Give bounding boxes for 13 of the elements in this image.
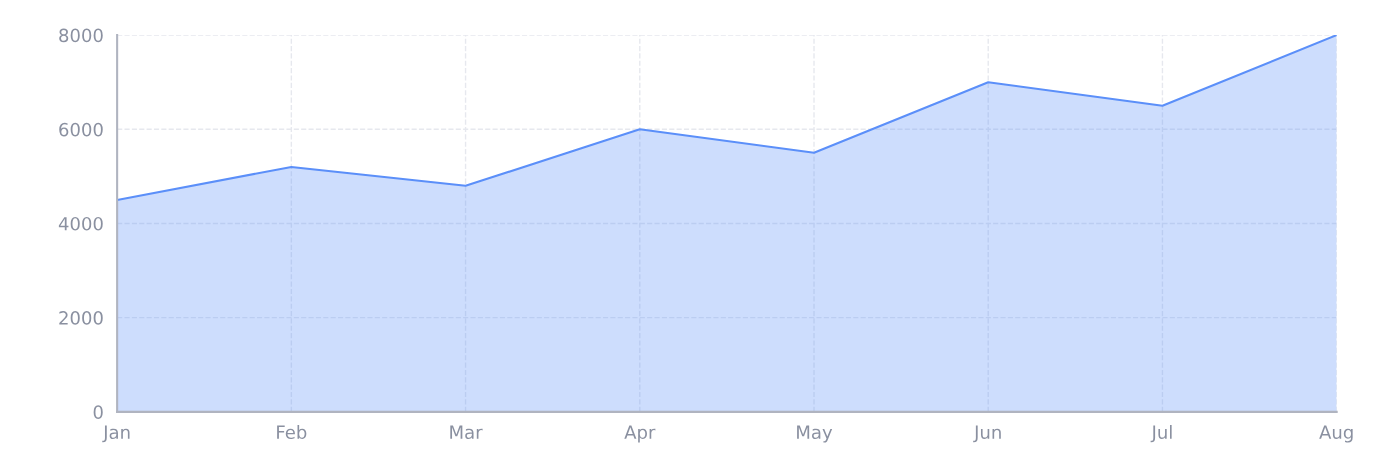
y-tick-label: 8000 — [59, 28, 103, 43]
x-tick-label: Jan — [102, 425, 130, 443]
x-tick-label: Jul — [1150, 425, 1172, 443]
x-tick-label: Feb — [277, 425, 307, 440]
y-tick-label: 2000 — [59, 311, 103, 325]
x-tick-label: Aug — [1319, 425, 1353, 443]
x-tick-label: Mar — [450, 425, 483, 440]
y-tick-label: 6000 — [59, 122, 103, 137]
y-tick-label: 0 — [93, 405, 103, 419]
y-tick-label: 4000 — [58, 216, 103, 231]
x-tick-label: Apr — [624, 425, 656, 443]
x-tick-label: May — [797, 425, 833, 443]
x-tick-label: Jun — [973, 425, 1001, 443]
